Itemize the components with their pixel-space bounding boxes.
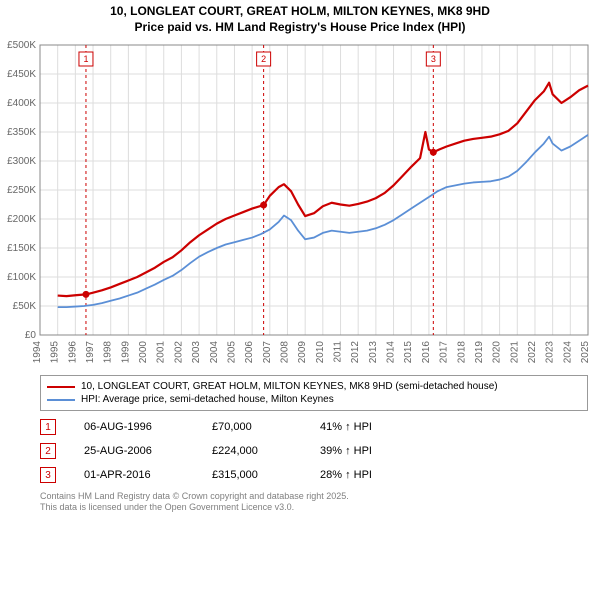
marker-price: £315,000 bbox=[212, 469, 292, 481]
svg-text:£250K: £250K bbox=[7, 185, 36, 196]
svg-text:2006: 2006 bbox=[244, 341, 255, 364]
svg-text:1995: 1995 bbox=[50, 341, 61, 364]
svg-text:2022: 2022 bbox=[527, 341, 538, 364]
svg-text:£100K: £100K bbox=[7, 272, 36, 283]
marker-delta: 41% ↑ HPI bbox=[320, 421, 372, 433]
svg-text:£450K: £450K bbox=[7, 69, 36, 80]
svg-text:2001: 2001 bbox=[156, 341, 167, 364]
legend-item: HPI: Average price, semi-detached house,… bbox=[47, 393, 581, 406]
svg-text:2009: 2009 bbox=[297, 341, 308, 364]
line-chart-svg: £0 £50K £100K £150K £200K £250K £300K £350K £400… bbox=[0, 39, 600, 369]
svg-text:2023: 2023 bbox=[545, 341, 556, 364]
footer-attribution: Contains HM Land Registry data © Crown c… bbox=[40, 491, 588, 513]
chart-container: 10, LONGLEAT COURT, GREAT HOLM, MILTON K… bbox=[0, 0, 600, 513]
marker-row: 3 01-APR-2016 £315,000 28% ↑ HPI bbox=[40, 463, 588, 487]
title-line-2: Price paid vs. HM Land Registry's House … bbox=[0, 20, 600, 36]
svg-text:1999: 1999 bbox=[120, 341, 131, 364]
svg-text:2018: 2018 bbox=[456, 341, 467, 364]
svg-text:2020: 2020 bbox=[492, 341, 503, 364]
svg-text:1996: 1996 bbox=[67, 341, 78, 364]
marker-badge: 1 bbox=[40, 419, 56, 435]
svg-text:2000: 2000 bbox=[138, 341, 149, 364]
marker-delta: 28% ↑ HPI bbox=[320, 469, 372, 481]
svg-text:2011: 2011 bbox=[333, 341, 344, 363]
marker-row: 2 25-AUG-2006 £224,000 39% ↑ HPI bbox=[40, 439, 588, 463]
marker-table: 1 06-AUG-1996 £70,000 41% ↑ HPI 2 25-AUG-2006… bbox=[40, 415, 588, 487]
svg-text:2003: 2003 bbox=[191, 341, 202, 364]
svg-text:£500K: £500K bbox=[7, 40, 36, 51]
marker-date: 01-APR-2016 bbox=[84, 469, 184, 481]
marker-badge: 2 bbox=[40, 443, 56, 459]
svg-text:2019: 2019 bbox=[474, 341, 485, 364]
marker-price: £224,000 bbox=[212, 445, 292, 457]
svg-text:£50K: £50K bbox=[13, 301, 37, 312]
legend-swatch bbox=[47, 386, 75, 388]
title-line-1: 10, LONGLEAT COURT, GREAT HOLM, MILTON K… bbox=[0, 4, 600, 20]
svg-text:3: 3 bbox=[431, 54, 436, 64]
svg-text:£150K: £150K bbox=[7, 243, 36, 254]
svg-text:2013: 2013 bbox=[368, 341, 379, 364]
svg-text:2015: 2015 bbox=[403, 341, 414, 364]
svg-text:2007: 2007 bbox=[262, 341, 273, 364]
footer-line-2: This data is licensed under the Open Gov… bbox=[40, 502, 588, 513]
svg-text:2012: 2012 bbox=[350, 341, 361, 364]
svg-text:2025: 2025 bbox=[580, 341, 591, 364]
plot-area: £0 £50K £100K £150K £200K £250K £300K £350K £400… bbox=[0, 39, 600, 369]
chart-title: 10, LONGLEAT COURT, GREAT HOLM, MILTON K… bbox=[0, 0, 600, 35]
marker-badge: 3 bbox=[40, 467, 56, 483]
legend-swatch bbox=[47, 399, 75, 401]
marker-row: 1 06-AUG-1996 £70,000 41% ↑ HPI bbox=[40, 415, 588, 439]
svg-text:2010: 2010 bbox=[315, 341, 326, 364]
svg-text:1994: 1994 bbox=[32, 341, 43, 364]
svg-text:2002: 2002 bbox=[173, 341, 184, 364]
svg-text:1997: 1997 bbox=[85, 341, 96, 364]
svg-text:2014: 2014 bbox=[386, 341, 397, 364]
legend-label: HPI: Average price, semi-detached house,… bbox=[81, 394, 334, 405]
svg-text:2016: 2016 bbox=[421, 341, 432, 364]
legend: 10, LONGLEAT COURT, GREAT HOLM, MILTON K… bbox=[40, 375, 588, 411]
svg-text:£400K: £400K bbox=[7, 98, 36, 109]
svg-text:2021: 2021 bbox=[509, 341, 520, 364]
marker-price: £70,000 bbox=[212, 421, 292, 433]
svg-text:2017: 2017 bbox=[439, 341, 450, 364]
svg-text:2008: 2008 bbox=[279, 341, 290, 364]
marker-date: 06-AUG-1996 bbox=[84, 421, 184, 433]
marker-delta: 39% ↑ HPI bbox=[320, 445, 372, 457]
svg-text:£200K: £200K bbox=[7, 214, 36, 225]
legend-label: 10, LONGLEAT COURT, GREAT HOLM, MILTON K… bbox=[81, 381, 498, 392]
svg-text:£0: £0 bbox=[25, 330, 37, 341]
footer-line-1: Contains HM Land Registry data © Crown c… bbox=[40, 491, 588, 502]
svg-text:£350K: £350K bbox=[7, 127, 36, 138]
svg-text:£300K: £300K bbox=[7, 156, 36, 167]
svg-text:1: 1 bbox=[83, 54, 88, 64]
svg-text:1998: 1998 bbox=[103, 341, 114, 364]
svg-text:2004: 2004 bbox=[209, 341, 220, 364]
legend-item: 10, LONGLEAT COURT, GREAT HOLM, MILTON K… bbox=[47, 380, 581, 393]
marker-date: 25-AUG-2006 bbox=[84, 445, 184, 457]
svg-text:2005: 2005 bbox=[226, 341, 237, 364]
svg-text:2024: 2024 bbox=[562, 341, 573, 364]
svg-text:2: 2 bbox=[261, 54, 266, 64]
